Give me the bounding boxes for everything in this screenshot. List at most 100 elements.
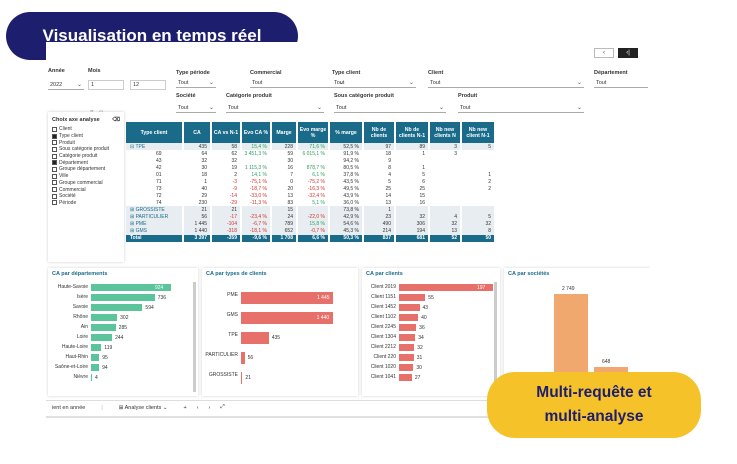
bar[interactable] [399, 294, 426, 301]
eraser-icon[interactable]: ⌫ [112, 117, 120, 123]
scrollbar[interactable] [494, 282, 497, 392]
slicer-item[interactable]: Groupe département [52, 166, 120, 173]
slicer-item[interactable]: Société [52, 193, 120, 200]
checkbox[interactable] [52, 140, 57, 146]
chevron-right-icon[interactable]: › [208, 404, 211, 411]
table-cell[interactable]: ⊟ TPE [126, 143, 182, 151]
table-cell: 878,7 % [306, 164, 325, 171]
bar[interactable] [91, 314, 118, 321]
table-cell: 40 [201, 185, 207, 192]
table-cell: 89 [396, 143, 428, 151]
table-cell[interactable]: ⊞ GMS [126, 227, 182, 235]
filter-type-periode-select[interactable]: Tout ⌄ [176, 78, 216, 88]
checkbox[interactable] [52, 166, 57, 172]
column-header[interactable]: Marge [272, 122, 296, 143]
table-cell: 69 [156, 150, 162, 157]
slicer-item[interactable]: Commercial [52, 186, 120, 193]
checkbox[interactable] [52, 180, 57, 186]
add-page-icon[interactable]: + [183, 404, 187, 411]
bar[interactable] [91, 354, 100, 361]
filter-mois-to-input[interactable]: 12 [130, 80, 166, 90]
back-button[interactable]: ‹ [594, 48, 614, 58]
bar[interactable] [399, 354, 414, 361]
bar[interactable] [241, 332, 269, 344]
filter-sous-categorie-select[interactable]: Tout ⌄ [334, 103, 446, 113]
filter-departement-select[interactable]: Tout [594, 78, 648, 88]
column-header[interactable]: Evo marge % [298, 122, 328, 143]
bar[interactable] [91, 344, 102, 351]
slicer-item[interactable]: Groupe commercial [52, 180, 120, 187]
bar[interactable] [399, 314, 419, 321]
chevron-left-icon[interactable]: ‹ [196, 404, 199, 411]
bar[interactable] [399, 324, 417, 331]
bar[interactable] [399, 374, 412, 381]
tab-ca-annee[interactable]: ient en année [52, 404, 86, 411]
checkbox[interactable] [52, 200, 57, 206]
slicer-item[interactable]: Sous catégorie produit [52, 146, 120, 153]
bar[interactable] [241, 352, 245, 364]
filter-type-client-select[interactable]: Tout ⌄ [332, 78, 416, 88]
checkbox[interactable] [52, 153, 57, 159]
filter-societe-select[interactable]: Tout ⌄ [176, 103, 216, 113]
slicer-item[interactable]: Catégorie produit [52, 153, 120, 160]
checkbox-checked[interactable] [52, 160, 57, 166]
bar[interactable] [241, 312, 333, 324]
checkbox[interactable] [52, 126, 57, 132]
filter-categorie-produit-select[interactable]: Tout ⌄ [226, 103, 324, 113]
column-header[interactable]: Type client [126, 122, 182, 143]
filter-mois-from-input[interactable]: 1 [88, 80, 124, 90]
column-header[interactable]: % marge [330, 122, 362, 143]
table-cell: 59 [287, 150, 293, 157]
bar[interactable] [91, 364, 100, 371]
bar[interactable] [399, 284, 493, 291]
bar[interactable] [91, 294, 155, 301]
bar[interactable] [399, 304, 420, 311]
bar[interactable] [91, 334, 113, 341]
scrollbar[interactable] [193, 282, 196, 392]
slicer-item[interactable]: Produit [52, 139, 120, 146]
column-header[interactable]: Evo CA % [242, 122, 270, 143]
bar[interactable] [241, 372, 243, 384]
bar[interactable] [91, 304, 143, 311]
slicer-item[interactable]: Type client [52, 133, 120, 140]
checkbox-checked[interactable] [52, 133, 57, 139]
filter-produit-select[interactable]: Tout ⌄ [458, 103, 584, 113]
table-cell[interactable]: ⊞ PARTICULIER [126, 213, 182, 221]
column-header[interactable]: CA vs N-1 [212, 122, 240, 143]
filter-societe: Société Tout ⌄ [176, 93, 216, 113]
table-cell: 194 [396, 227, 428, 235]
bar[interactable] [241, 292, 333, 304]
filter-client-select[interactable]: Tout ⌄ [428, 78, 584, 88]
checkbox[interactable] [52, 173, 57, 179]
checkbox[interactable] [52, 193, 57, 199]
column-header[interactable]: Nb new clients N [430, 122, 460, 143]
tab-analyse-clients[interactable]: ⊞ Analyse clients ⌄ [118, 404, 168, 411]
bar[interactable] [91, 374, 92, 381]
bar-label: Haute-Savoie [57, 284, 88, 290]
table-cell: 15 [419, 192, 425, 199]
expand-icon[interactable]: ⤢ [220, 404, 225, 410]
total-row: Total 3 397 -359 -9,6 % 1 708 6,6 % 50,3 % 837 6… [126, 234, 572, 242]
column-header[interactable]: Nb de clients [364, 122, 394, 143]
column-header[interactable]: Nb new client N-1 [462, 122, 494, 143]
checkbox[interactable] [52, 146, 57, 152]
filter-annee-select[interactable]: 2022 ⌄ [48, 80, 84, 90]
slicer-item[interactable]: Client [52, 126, 120, 133]
slicer-item[interactable]: Ville [52, 173, 120, 180]
bar[interactable] [399, 334, 416, 341]
bar[interactable] [399, 344, 415, 351]
checkbox[interactable] [52, 187, 57, 193]
slicer-item[interactable]: Période [52, 200, 120, 207]
column-header[interactable]: Nb de clients N-1 [396, 122, 428, 143]
bar[interactable] [91, 324, 116, 331]
filter-commercial-select[interactable]: Tout ⌄ [250, 78, 346, 88]
bar-value-label: 36 [419, 324, 425, 331]
bar[interactable] [399, 364, 414, 371]
bar[interactable] [91, 284, 171, 291]
bar-label: Haut-Rhin [65, 354, 88, 360]
column-header[interactable]: CA [184, 122, 210, 143]
table-cell[interactable]: ⊞ GROSSISTE [126, 206, 182, 214]
reset-filters-button[interactable]: ‹| [618, 48, 638, 58]
table-cell[interactable]: ⊞ PME [126, 220, 182, 228]
slicer-item[interactable]: Département [52, 159, 120, 166]
